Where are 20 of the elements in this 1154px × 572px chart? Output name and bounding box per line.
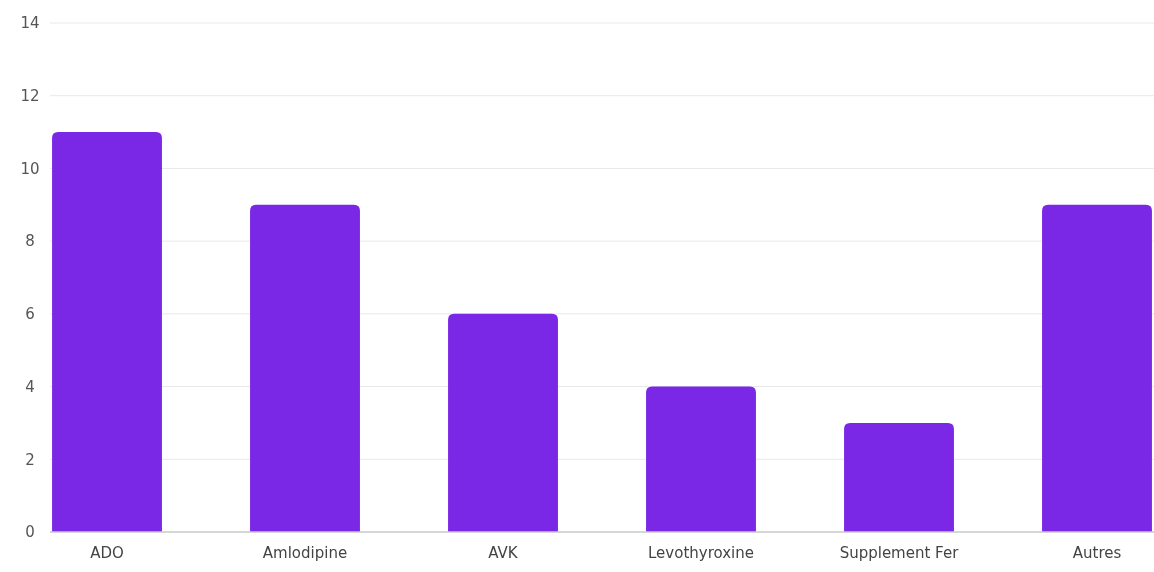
bar bbox=[1042, 204, 1152, 532]
x-tick-label: Supplement Fer bbox=[839, 544, 960, 562]
x-tick-label: ADO bbox=[90, 544, 124, 562]
bar bbox=[646, 386, 756, 532]
x-tick-label: Amlodipine bbox=[262, 544, 348, 562]
y-tick-label: 12 bbox=[20, 86, 40, 105]
bar bbox=[448, 313, 558, 532]
bar bbox=[52, 132, 162, 532]
y-tick-label: 0 bbox=[25, 523, 35, 542]
x-tick-label: AVK bbox=[488, 544, 519, 562]
y-tick-label: 8 bbox=[25, 232, 35, 251]
y-tick-label: 2 bbox=[25, 450, 35, 469]
x-tick-label: Autres bbox=[1072, 544, 1122, 562]
x-tick-label: Levothyroxine bbox=[648, 544, 754, 562]
y-tick-label: 10 bbox=[20, 159, 40, 178]
y-tick-label: 14 bbox=[20, 14, 40, 33]
y-tick-label: 4 bbox=[25, 377, 35, 396]
bar bbox=[844, 422, 954, 532]
y-tick-label: 6 bbox=[25, 305, 35, 324]
bar bbox=[250, 204, 360, 532]
